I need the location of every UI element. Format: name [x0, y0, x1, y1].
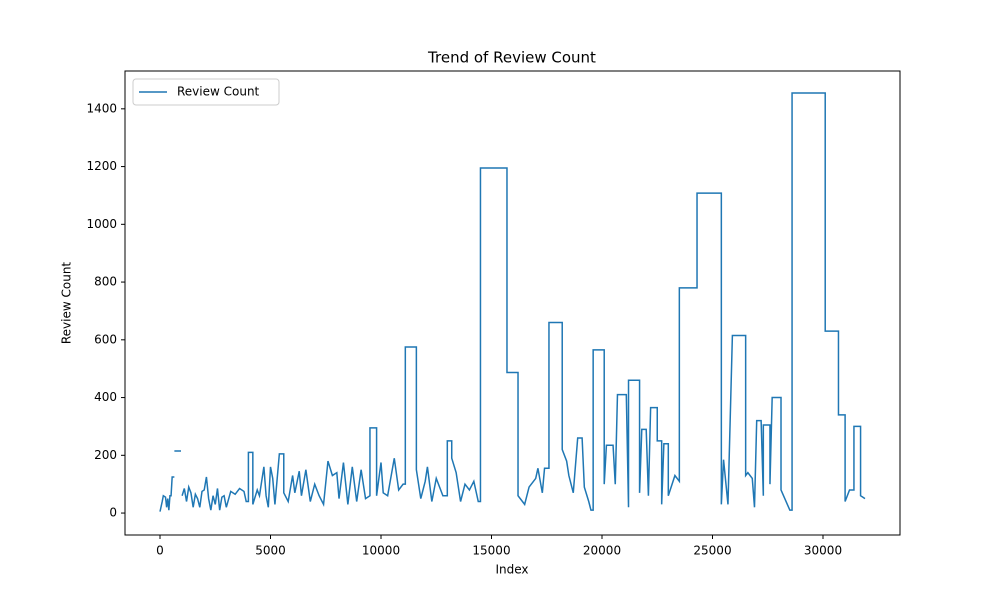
- y-tick-label: 200: [94, 448, 117, 462]
- x-tick-label: 30000: [804, 544, 842, 558]
- x-tick-label: 0: [156, 544, 164, 558]
- y-tick-label: 1200: [86, 159, 117, 173]
- x-tick-label: 10000: [362, 544, 400, 558]
- y-tick-label: 1000: [86, 217, 117, 231]
- plot-frame: [124, 70, 901, 536]
- y-tick-label: 400: [94, 390, 117, 404]
- y-axis-label: Review Count: [60, 262, 74, 345]
- chart-title: Trend of Review Count: [427, 49, 596, 67]
- y-tick-label: 0: [109, 506, 117, 520]
- legend-label: Review Count: [177, 85, 260, 99]
- x-tick-label: 20000: [583, 544, 621, 558]
- y-tick-label: 1400: [86, 101, 117, 115]
- y-tick-label: 600: [94, 332, 117, 346]
- x-tick-label: 15000: [472, 544, 510, 558]
- data-line: [159, 92, 866, 512]
- x-axis-label: Index: [495, 563, 528, 577]
- y-tick-label: 800: [94, 275, 117, 289]
- x-tick-label: 25000: [693, 544, 731, 558]
- legend-box: [132, 78, 280, 106]
- x-tick-label: 5000: [255, 544, 286, 558]
